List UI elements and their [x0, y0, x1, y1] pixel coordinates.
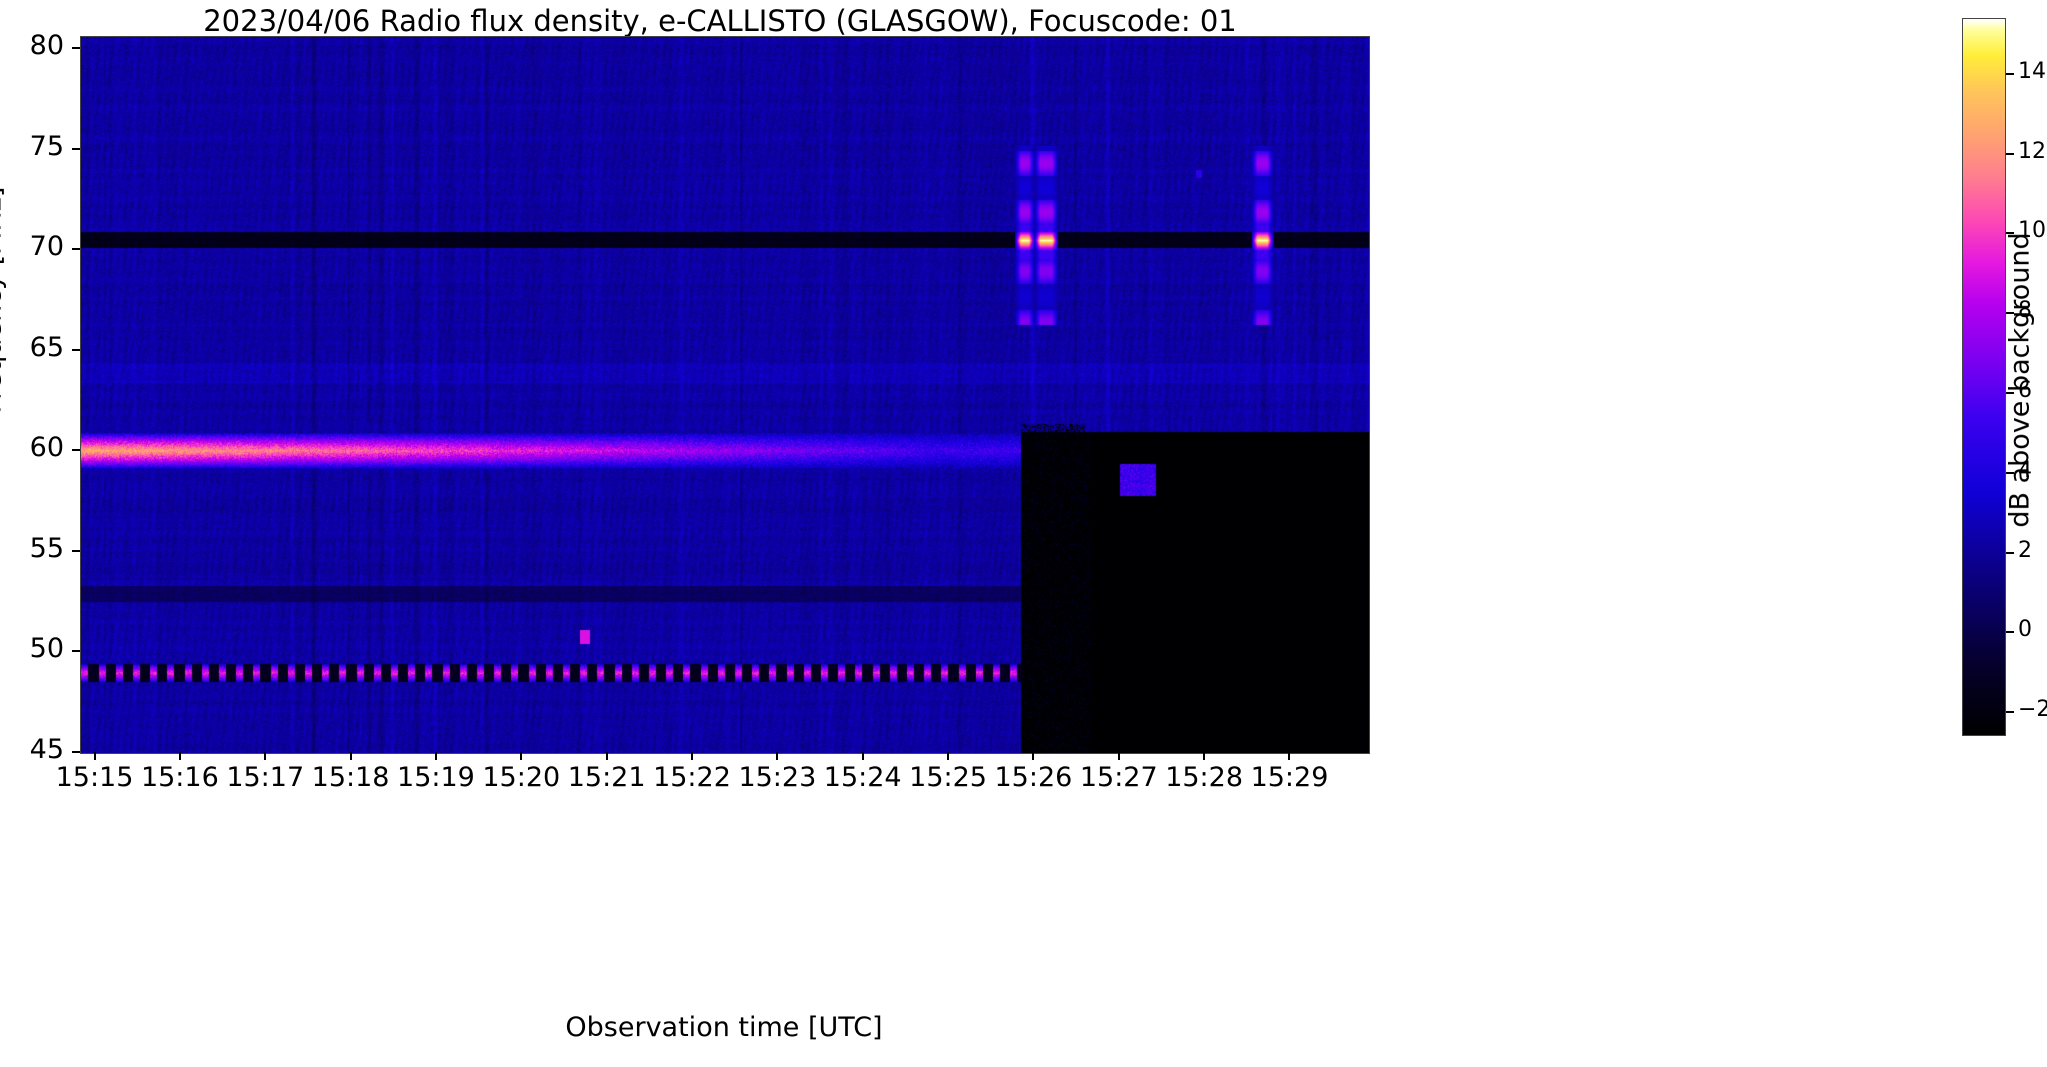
x-tick-label: 15:27: [1079, 762, 1158, 793]
x-tick-label: 15:29: [1250, 762, 1329, 793]
y-tick-label: 45: [29, 734, 64, 765]
y-tick-mark: [72, 348, 80, 351]
y-tick-label: 60: [29, 432, 64, 464]
colorbar-tick-mark: [2006, 391, 2014, 394]
x-tick-label: 15:21: [567, 762, 646, 793]
x-tick-mark: [1203, 752, 1206, 760]
x-tick-mark: [861, 752, 864, 760]
y-tick-mark: [72, 248, 80, 251]
x-tick-mark: [520, 752, 523, 760]
y-tick-mark: [72, 650, 80, 653]
y-tick-mark: [72, 751, 80, 753]
page-title: 2023/04/06 Radio flux density, e-CALLIST…: [203, 4, 1237, 38]
colorbar-tick-mark: [2006, 471, 2014, 474]
x-tick-mark: [776, 752, 779, 760]
colorbar-tick-label: 0: [2018, 617, 2032, 643]
colorbar-tick-mark: [2006, 312, 2014, 315]
colorbar-tick-mark: [2006, 711, 2014, 714]
colorbar-tick-label: 10: [2018, 218, 2046, 244]
colorbar-label: dB above background: [2004, 232, 2036, 528]
x-tick-mark: [1032, 752, 1035, 760]
y-tick-label: 80: [29, 30, 64, 62]
x-tick-label: 15:24: [823, 762, 902, 793]
x-tick-label: 15:19: [397, 762, 475, 793]
y-tick-mark: [72, 47, 80, 50]
x-tick-mark: [264, 752, 267, 760]
y-tick-mark: [72, 449, 80, 452]
x-tick-mark: [93, 752, 96, 760]
colorbar-tick-mark: [2006, 72, 2014, 75]
x-tick-label: 15:23: [738, 762, 817, 793]
x-tick-label: 15:15: [55, 762, 134, 793]
colorbar-gradient: [1962, 18, 2006, 736]
colorbar-tick-label: 4: [2018, 457, 2032, 483]
x-tick-mark: [178, 752, 181, 760]
colorbar-tick-label: 14: [2018, 58, 2046, 84]
colorbar-tick-label: 2: [2018, 537, 2032, 563]
x-tick-label: 15:28: [1165, 762, 1244, 793]
x-tick-mark: [1288, 752, 1291, 760]
x-tick-mark: [1117, 752, 1120, 760]
colorbar-tick-mark: [2006, 152, 2014, 155]
y-tick-mark: [72, 549, 80, 552]
x-axis-label: Observation time [UTC]: [565, 1012, 883, 1043]
x-tick-label: 15:20: [482, 762, 561, 793]
x-tick-mark: [434, 752, 437, 760]
x-tick-mark: [605, 752, 608, 760]
x-tick-label: 15:26: [994, 762, 1073, 793]
x-tick-label: 15:25: [909, 762, 987, 793]
y-tick-label: 55: [29, 532, 64, 564]
x-tick-mark: [947, 752, 950, 760]
x-tick-label: 15:16: [140, 762, 219, 793]
y-tick-mark: [72, 147, 80, 150]
y-tick-label: 75: [29, 130, 64, 162]
colorbar-tick-mark: [2006, 631, 2014, 634]
colorbar-tick-label: −2: [2018, 697, 2047, 723]
colorbar-tick-label: 8: [2018, 298, 2032, 324]
spectrogram-canvas: [81, 37, 1369, 753]
colorbar-tick-mark: [2006, 551, 2014, 554]
y-tick-label: 65: [29, 331, 64, 363]
x-tick-label: 15:22: [653, 762, 731, 793]
y-tick-label: 50: [29, 633, 64, 665]
colorbar-tick-label: 12: [2018, 138, 2046, 164]
x-tick-label: 15:17: [226, 762, 305, 793]
x-tick-mark: [349, 752, 352, 760]
y-tick-label: 70: [29, 231, 64, 263]
spectrogram-axes: [80, 36, 1370, 754]
colorbar: −2 0 2 4 6 8 10 12 14: [1962, 18, 2047, 736]
colorbar-tick-label: 6: [2018, 377, 2032, 403]
colorbar-tick-mark: [2006, 232, 2014, 235]
x-tick-label: 15:18: [311, 762, 390, 793]
y-axis-label: Frequency [MHz]: [0, 186, 8, 414]
x-tick-mark: [690, 752, 693, 760]
